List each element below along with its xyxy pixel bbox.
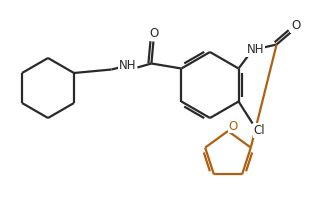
Text: NH: NH <box>119 59 136 72</box>
Text: O: O <box>150 27 159 40</box>
Text: Cl: Cl <box>254 124 266 137</box>
Text: NH: NH <box>247 43 264 56</box>
Text: O: O <box>228 119 238 132</box>
Text: O: O <box>291 19 300 32</box>
